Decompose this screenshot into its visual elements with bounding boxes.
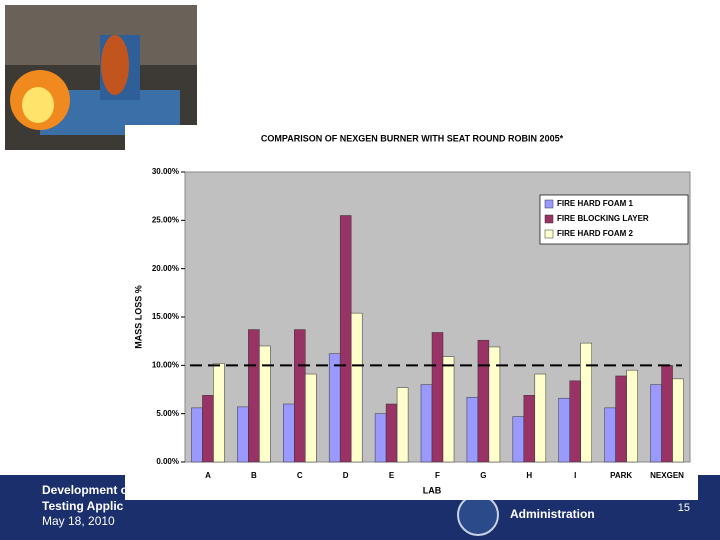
x-tick-label: C [297, 471, 303, 480]
bar [442, 356, 455, 463]
x-tick-label: H [526, 471, 532, 480]
footer-page: 15 [678, 502, 690, 514]
legend-swatch [544, 199, 554, 209]
legend-swatch [544, 229, 554, 239]
x-tick-label: G [480, 471, 486, 480]
photo [5, 5, 197, 150]
bar [569, 380, 581, 463]
bar [615, 375, 627, 463]
bar [339, 215, 352, 463]
bar [213, 363, 225, 463]
bar [661, 365, 673, 463]
bar [350, 312, 363, 463]
bar [202, 395, 214, 463]
bar [466, 396, 479, 463]
footer-line1: Development o [42, 483, 128, 497]
bar [431, 332, 444, 463]
y-tick-label: 25.00% [152, 215, 179, 224]
y-axis-label: MASS LOSS % [133, 285, 143, 349]
bar [305, 373, 317, 463]
bar [374, 413, 387, 463]
bar [650, 384, 662, 463]
bar [248, 329, 260, 463]
y-tick-label: 15.00% [152, 312, 179, 321]
bar [626, 369, 638, 463]
y-tick-label: 20.00% [152, 264, 179, 273]
y-tick-label: 30.00% [152, 167, 179, 176]
bar [580, 342, 592, 463]
x-tick-label: F [435, 471, 440, 480]
x-tick-label: PARK [610, 471, 632, 480]
y-tick-label: 0.00% [156, 457, 179, 466]
bar [558, 397, 570, 463]
bar [294, 329, 306, 463]
bar [477, 339, 490, 463]
x-axis-label: LAB [423, 485, 442, 495]
bar [534, 373, 547, 463]
footer-agency: Administration [510, 507, 595, 521]
bar [191, 407, 203, 463]
bar [604, 407, 616, 463]
bar [420, 384, 433, 463]
y-tick-label: 5.00% [156, 409, 179, 418]
footer-line2: Testing Applic [42, 499, 124, 513]
bar [328, 353, 341, 463]
y-tick-label: 10.00% [152, 360, 179, 369]
x-tick-label: E [389, 471, 395, 480]
bar [512, 416, 525, 463]
legend-label: FIRE HARD FOAM 2 [557, 229, 634, 238]
x-tick-label: D [343, 471, 349, 480]
agency-logo [457, 494, 499, 536]
x-tick-label: I [574, 471, 576, 480]
bar [259, 345, 271, 463]
bar [385, 403, 398, 463]
bar [283, 403, 295, 463]
chart-title: COMPARISON OF NEXGEN BURNER WITH SEAT RO… [261, 133, 564, 143]
bar [488, 346, 501, 463]
bar [523, 395, 536, 463]
x-tick-label: NEXGEN [650, 471, 684, 480]
footer-date: May 18, 2010 [42, 514, 115, 528]
legend-box [539, 194, 689, 245]
legend-label: FIRE HARD FOAM 1 [557, 199, 634, 208]
x-tick-label: A [205, 471, 211, 480]
bar [237, 406, 249, 463]
legend-label: FIRE BLOCKING LAYER [557, 214, 649, 223]
x-tick-label: B [251, 471, 257, 480]
bar [672, 378, 684, 463]
bar [396, 387, 409, 463]
legend-swatch [544, 214, 554, 224]
